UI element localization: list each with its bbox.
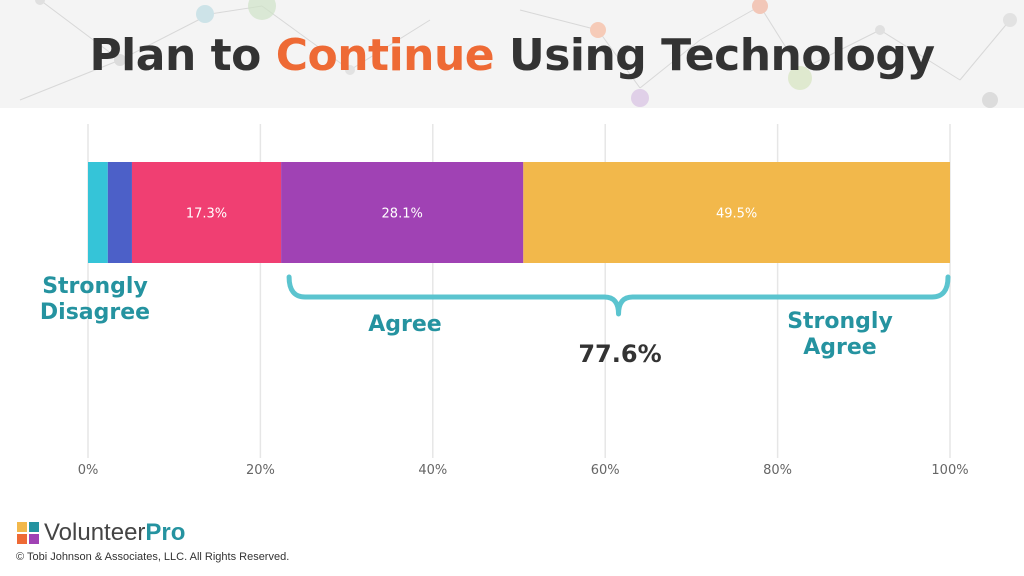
strongly-disagree-line-2: Disagree <box>39 300 151 326</box>
x-tick-label-0: 0% <box>78 463 99 478</box>
copyright-notice: © Tobi Johnson & Associates, LLC. All Ri… <box>16 551 290 563</box>
title-accent-word: Continue <box>275 30 495 81</box>
network-pattern-decoration <box>19 0 1017 108</box>
agree-label: Agree <box>368 312 442 337</box>
strongly-disagree-line-1: Strongly <box>42 274 148 299</box>
agree-bracket <box>286 274 951 317</box>
header-banner: Plan to Continue Using Technology <box>0 0 1024 108</box>
strongly-agree-line-1: Strongly <box>787 309 893 334</box>
strongly-agree-line-2: Agree <box>803 335 877 361</box>
logo-mark-icon <box>17 522 39 544</box>
bar-value-labels: 17.3% 28.1% 49.5% <box>186 207 757 222</box>
strongly-disagree-label: Strongly Disagree <box>20 274 170 327</box>
bar-label-3: 28.1% <box>382 207 423 222</box>
volunteerpro-logo: VolunteerPro <box>16 518 185 548</box>
stacked-bar-chart: 17.3% 28.1% 49.5% 0% 20% 40% 60% 80% 100% <box>78 124 969 478</box>
bar-segment-4 <box>523 162 950 263</box>
logo-text-pro: Pro <box>145 519 186 546</box>
bar-segments <box>88 162 950 263</box>
x-tick-label-4: 80% <box>763 463 792 478</box>
strongly-agree-label: Strongly Agree <box>760 309 920 362</box>
title-part-2: Using Technology <box>494 30 935 81</box>
x-tick-label-1: 20% <box>246 463 275 478</box>
bar-segment-3 <box>281 162 524 263</box>
x-tick-label-2: 40% <box>418 463 447 478</box>
logo-wordmark: VolunteerPro <box>44 519 185 547</box>
bar-label-4: 49.5% <box>716 207 757 222</box>
x-tick-label-5: 100% <box>931 463 968 478</box>
bar-segment-1 <box>107 162 132 263</box>
logo-text-main: Volunteer <box>44 519 146 546</box>
bar-segment-0 <box>88 162 108 263</box>
x-axis-tick-labels: 0% 20% 40% 60% 80% 100% <box>78 463 969 478</box>
title-part-1: Plan to <box>89 30 276 81</box>
x-tick-label-3: 60% <box>591 463 620 478</box>
agree-total-label: 77.6% <box>578 340 662 368</box>
bar-label-2: 17.3% <box>186 207 227 222</box>
page-title: Plan to Continue Using Technology <box>0 34 1024 78</box>
bar-segment-2 <box>131 162 282 263</box>
